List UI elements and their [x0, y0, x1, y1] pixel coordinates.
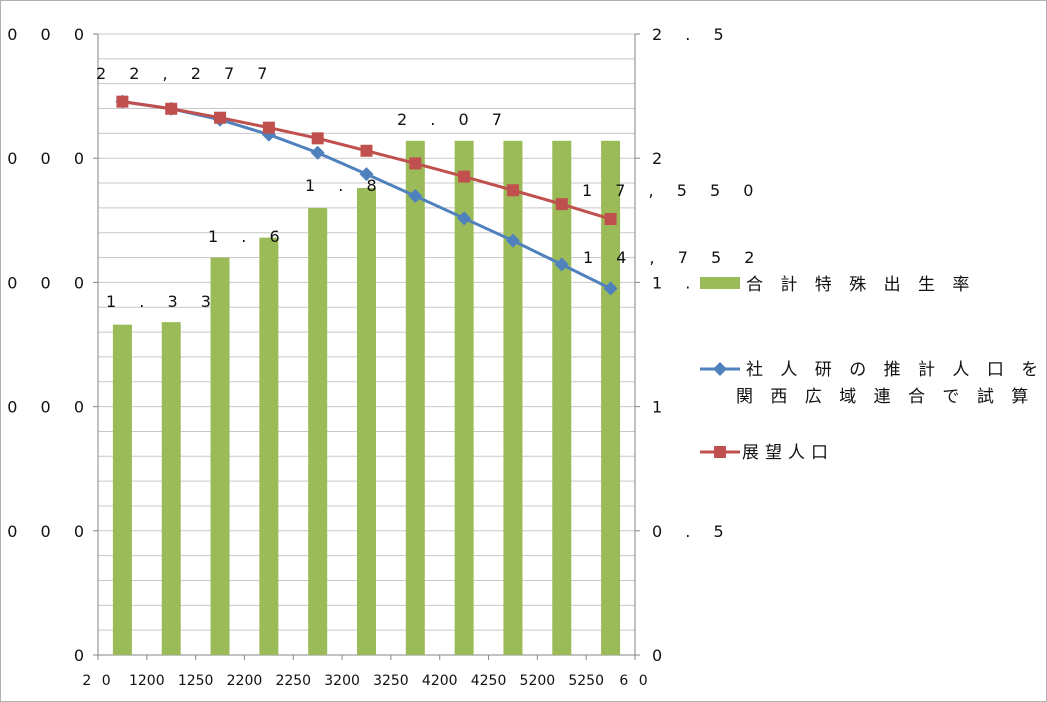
- right-tick-label: 0 . 5: [652, 522, 733, 541]
- left-tick-label: 2 5 , 0 0 0: [0, 25, 93, 44]
- square-marker: [458, 170, 471, 183]
- bar: [210, 257, 230, 655]
- legend-bar-swatch: [700, 277, 740, 289]
- left-tick-label: 2 0 , 0 0 0: [0, 149, 93, 168]
- x-tick-label: 5250: [568, 673, 604, 689]
- bar: [259, 237, 279, 656]
- data-label: 1 4 , 7 5 2: [583, 248, 763, 267]
- legend-label-shajinken: 関 西 広 域 連 合 で 試 算: [736, 387, 1034, 407]
- bar: [308, 207, 328, 655]
- right-tick-label: 2 . 5: [652, 25, 733, 44]
- bar: [357, 188, 376, 655]
- x-tick-label: 1200: [129, 673, 165, 689]
- legend-square-marker: [714, 446, 726, 458]
- left-tick-label: 5 , 0 0 0: [0, 522, 93, 541]
- diamond-marker: [310, 145, 325, 160]
- x-tick-label: 2 0: [82, 673, 113, 689]
- x-tick-label: 2250: [275, 673, 311, 689]
- legend-label-shajinken: 社 人 研 の 推 計 人 口 を も と: [746, 360, 1047, 380]
- legend-diamond-marker: [713, 362, 727, 376]
- x-tick-label: 4250: [471, 673, 507, 689]
- bar: [601, 140, 621, 655]
- diamond-marker: [603, 281, 618, 296]
- left-tick-label: 0: [74, 646, 93, 665]
- square-marker: [262, 121, 275, 134]
- data-label: 2 . 0 7: [397, 110, 511, 129]
- x-tick-label: 3250: [373, 673, 409, 689]
- square-marker: [555, 198, 568, 211]
- data-label: 1 7 , 5 5 0: [582, 181, 762, 200]
- diamond-marker: [505, 233, 520, 248]
- square-marker: [604, 213, 617, 226]
- bar: [112, 324, 132, 655]
- data-label: 1 . 3 3: [106, 292, 220, 311]
- data-label: 2 2 , 2 7 7: [96, 64, 276, 83]
- legend-label-tenbou: 展望人口: [742, 443, 834, 463]
- bar: [405, 140, 425, 655]
- data-label: 1 . 6: [208, 227, 289, 246]
- x-tick-label: 2200: [227, 673, 263, 689]
- x-tick-label: 5200: [520, 673, 556, 689]
- square-marker: [506, 184, 519, 197]
- bar: [161, 322, 181, 655]
- square-marker: [165, 102, 178, 115]
- diamond-marker: [408, 188, 423, 203]
- bar: [454, 140, 474, 655]
- square-marker: [214, 111, 227, 124]
- square-marker: [311, 132, 324, 145]
- diamond-marker: [457, 211, 472, 226]
- bar: [503, 140, 523, 655]
- x-tick-label: 6 0: [619, 673, 650, 689]
- diamond-marker: [359, 167, 374, 182]
- left-tick-label: 1 0 , 0 0 0: [0, 398, 93, 417]
- x-tick-label: 4200: [422, 673, 458, 689]
- right-tick-label: 2: [652, 149, 671, 168]
- square-marker: [409, 157, 422, 170]
- square-marker: [116, 95, 129, 108]
- bar: [552, 140, 572, 655]
- x-tick-label: 1250: [178, 673, 214, 689]
- right-tick-label: 0: [652, 646, 671, 665]
- square-marker: [360, 144, 373, 157]
- right-tick-label: 1: [652, 398, 671, 417]
- left-tick-label: 1 5 , 0 0 0: [0, 273, 93, 292]
- x-tick-label: 3200: [324, 673, 360, 689]
- data-label: 1 . 8: [305, 176, 386, 195]
- legend-label-birthrate: 合 計 特 殊 出 生 率: [746, 275, 975, 295]
- diamond-marker: [554, 257, 569, 272]
